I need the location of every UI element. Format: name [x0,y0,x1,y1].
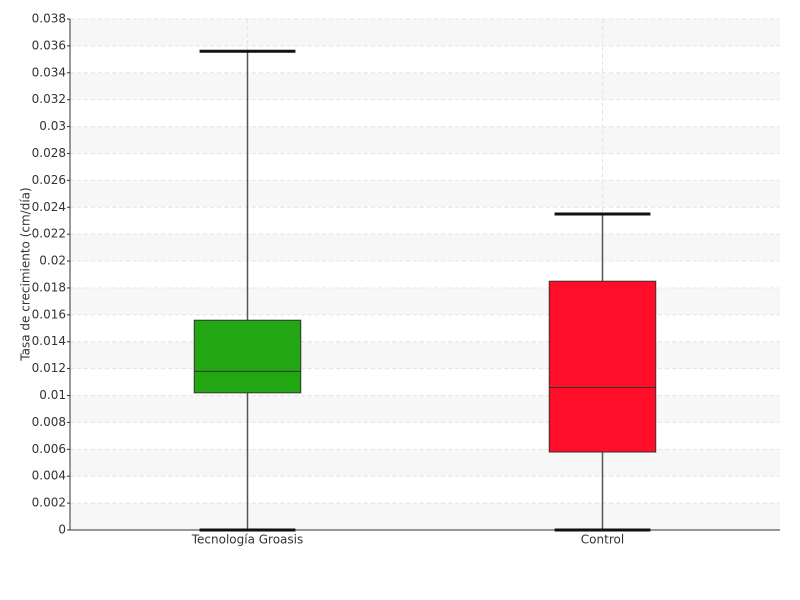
y-tick-label: 0.032 [32,92,66,106]
x-tick-label: Control [581,533,624,547]
y-tick-label: 0.012 [32,361,66,375]
grid-band [70,449,780,477]
y-tick-label: 0 [58,523,66,537]
x-tick-label: Tecnología Groasis [191,533,304,547]
y-tick-label: 0.024 [32,200,66,214]
y-tick-label: 0.036 [32,38,66,52]
y-tick-label: 0.01 [39,388,66,402]
y-tick-label: 0.03 [39,119,66,133]
grid-band [70,19,780,46]
y-tick-label: 0.02 [39,254,66,268]
y-tick-label: 0.022 [32,227,66,241]
y-tick-label: 0.002 [32,496,66,510]
y-tick-label: 0.006 [32,442,66,456]
y-tick-label: 0.004 [32,469,66,483]
y-tick-label: 0.018 [32,280,66,294]
y-tick-label: 0.026 [32,173,66,187]
grid-band [70,126,780,154]
box [193,319,302,394]
grid-band [70,287,780,315]
y-tick-label: 0.008 [32,415,66,429]
grid-band [70,341,780,369]
y-tick-label: 0.034 [32,65,66,79]
grid-band [70,395,780,423]
grid-band [70,234,780,262]
y-axis-label: Tasa de crecimiento (cm/día) [19,187,33,361]
y-tick-label: 0.038 [32,12,66,26]
y-tick-label: 0.028 [32,146,66,160]
grid-band [70,503,780,530]
grid-band [70,180,780,208]
grid-band [70,72,780,100]
box [548,280,657,453]
y-tick-label: 0.016 [32,307,66,321]
y-tick-label: 0.014 [32,334,66,348]
